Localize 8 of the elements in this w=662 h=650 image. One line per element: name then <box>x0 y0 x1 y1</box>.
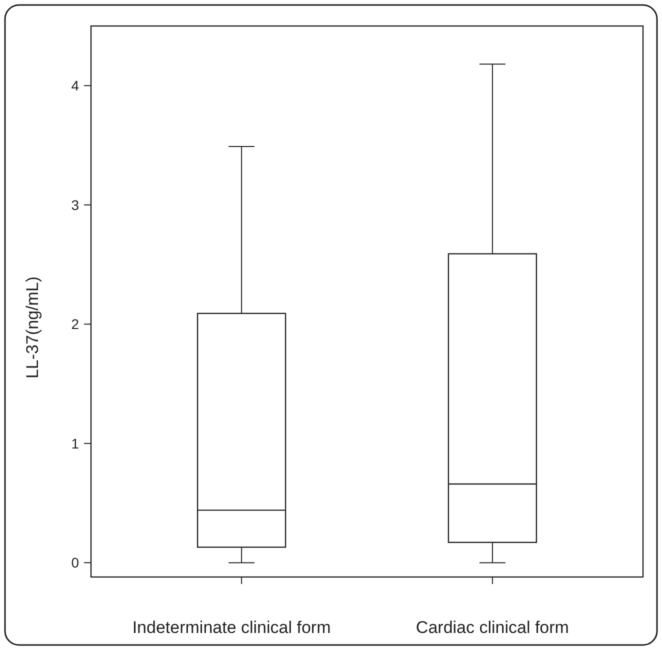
y-tick-label: 2 <box>71 316 80 332</box>
y-tick-label: 1 <box>71 435 80 452</box>
x-tick-label: Cardiac clinical form <box>416 618 569 637</box>
y-tick-label: 4 <box>71 78 80 94</box>
y-tick-label: 0 <box>71 554 80 571</box>
x-tick-label: Indeterminate clinical form <box>132 618 331 637</box>
y-tick-label: 3 <box>71 196 80 213</box>
y-axis-title: LL-37(ng/mL) <box>23 276 42 379</box>
